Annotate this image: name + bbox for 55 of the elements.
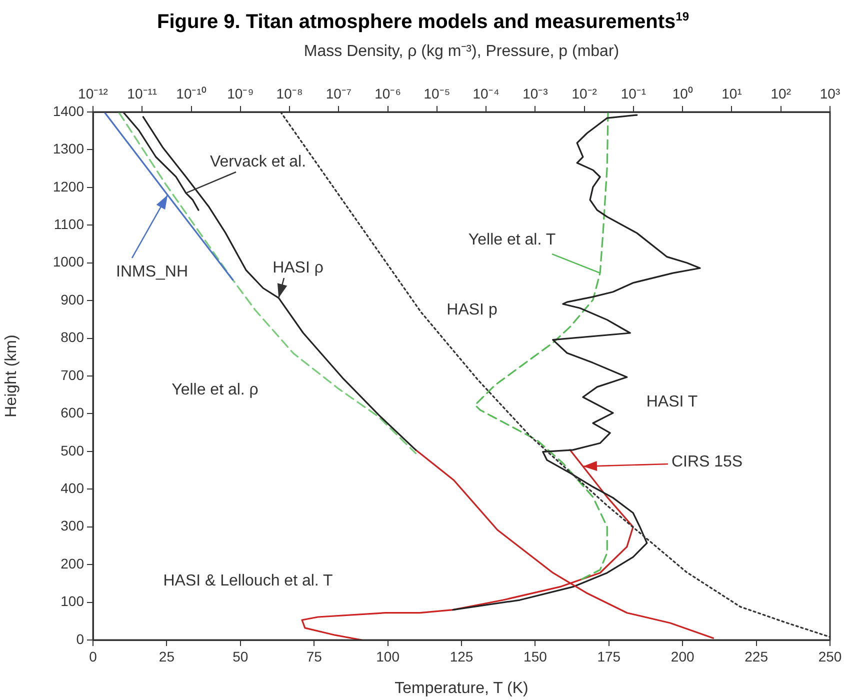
y-tick-label: 1100: [54, 216, 84, 232]
series-label: HASI T: [646, 393, 698, 410]
x2-tick-label: 10⁻²: [572, 85, 598, 102]
x-tick-label: 75: [306, 648, 322, 664]
x2-tick-label: 10³: [820, 85, 840, 102]
x-tick-label: 50: [232, 648, 248, 664]
x2-tick-label: 10⁻⁵: [424, 85, 450, 102]
series-label: INMS_NH: [116, 263, 188, 280]
y-axis-title: Height (km): [3, 334, 20, 418]
y-tick-label: 800: [60, 329, 84, 346]
text: Yelle et al. ρ: [172, 381, 258, 398]
x2-tick-label: 10⁰: [672, 85, 693, 102]
text: Vervack et al.: [210, 153, 306, 170]
x2-tick-label: 10¹: [722, 85, 742, 102]
y-tick-label: 400: [60, 480, 84, 496]
y-tick-label: 300: [60, 518, 84, 534]
y-tick-label: 700: [60, 366, 84, 383]
x2-tick-label: 10⁻¹: [620, 85, 646, 102]
x-tick-label: 225: [744, 648, 768, 664]
series-label: HASI ρ: [272, 259, 324, 276]
y-tick-label: 100: [60, 593, 84, 610]
y-tick-label: 200: [60, 555, 84, 572]
x2-tick-label: 10²: [770, 85, 792, 102]
y-tick-label: 0: [76, 630, 84, 647]
x2-tick-label: 10⁻¹¹: [127, 85, 158, 102]
x2-tick-label: 10⁻⁶: [374, 85, 401, 102]
text: CIRS 15S: [671, 453, 743, 470]
text: Yelle et al. T: [468, 231, 556, 248]
x2-axis-title: Mass Density, ρ (kg m⁻³), Pressure, p (mbar): [304, 43, 620, 60]
y-tick-label: 600: [60, 404, 84, 421]
x2-tick-label: 10⁻⁴: [472, 85, 500, 102]
x2-tick-label: 10⁻¹²: [78, 85, 108, 102]
x-tick-label: 150: [524, 648, 548, 664]
x2-tick-label: 10⁻⁹: [227, 85, 254, 102]
y-tick-label: 1200: [52, 178, 84, 194]
x-axis-title: Temperature, T (K): [394, 680, 528, 697]
x-tick-label: 25: [158, 648, 175, 664]
y-tick-label: 1400: [52, 102, 84, 119]
x-tick-label: 175: [597, 648, 621, 664]
x-tick-label: 125: [450, 648, 474, 664]
x2-tick-label: 10⁻⁷: [326, 85, 352, 102]
series-label: HASI & Lellouch et al. T: [163, 572, 334, 590]
y-tick-label: 1300: [52, 140, 84, 157]
x-tick-label: 200: [670, 648, 694, 664]
series-label: HASI p: [446, 301, 498, 318]
x2-tick-label: 10⁻¹⁰: [176, 85, 206, 102]
y-tick-label: 1000: [52, 254, 84, 270]
chart-title: Figure 9. Titan atmosphere models and measurements$^{19}$: [156, 8, 690, 35]
x-tick-label: 0: [89, 648, 98, 664]
y-tick-label: 500: [60, 442, 84, 458]
x-tick-label: 100: [376, 648, 400, 664]
x2-tick-label: 10⁻³: [522, 85, 548, 102]
x-tick-label: 250: [818, 648, 842, 664]
y-tick-label: 900: [60, 291, 84, 308]
x2-tick-label: 10⁻⁸: [276, 85, 303, 102]
